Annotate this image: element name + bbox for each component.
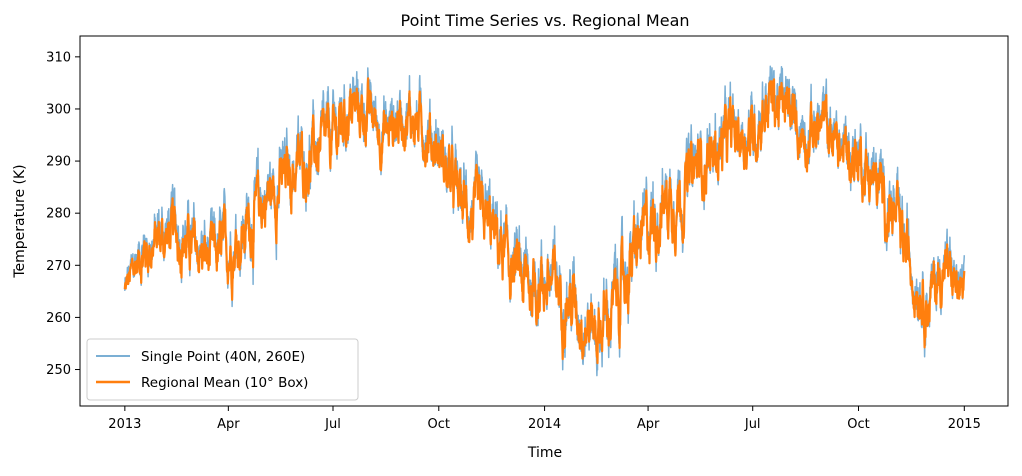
x-tick-label: Apr [637,417,660,432]
plot-area [123,65,966,377]
y-tick-label: 250 [46,363,71,378]
chart-title: Point Time Series vs. Regional Mean [400,11,689,30]
x-tick-label: 2014 [528,417,561,432]
y-tick-label: 310 [46,50,71,65]
x-tick-label: Apr [217,417,240,432]
x-tick-label: Oct [428,417,450,432]
x-tick-label: 2013 [108,417,141,432]
y-tick-label: 280 [46,207,71,222]
y-tick-label: 260 [46,311,71,326]
x-tick-label: 2015 [948,417,981,432]
y-tick-label: 300 [46,102,71,117]
legend-label-1: Single Point (40N, 260E) [141,349,305,365]
legend-label-2: Regional Mean (10° Box) [141,375,308,391]
plot-frame [79,35,1009,407]
x-tick-label: Jul [324,417,341,432]
legend: Single Point (40N, 260E) Regional Mean (1… [86,338,359,401]
y-axis-label: Temperature (K) [12,164,28,278]
x-tick-label: Jul [744,417,761,432]
legend-box [86,338,359,401]
axes: 2013 Apr Jul Oct 2014 Apr Jul Oct 2015 250 260 270 2… [46,35,1009,432]
series-line-2 [123,77,966,365]
x-axis-label: Time [527,445,562,461]
y-tick-label: 270 [46,259,71,274]
series-line-1 [124,65,966,377]
y-tick-label: 290 [46,155,71,170]
x-tick-label: Oct [847,417,869,432]
